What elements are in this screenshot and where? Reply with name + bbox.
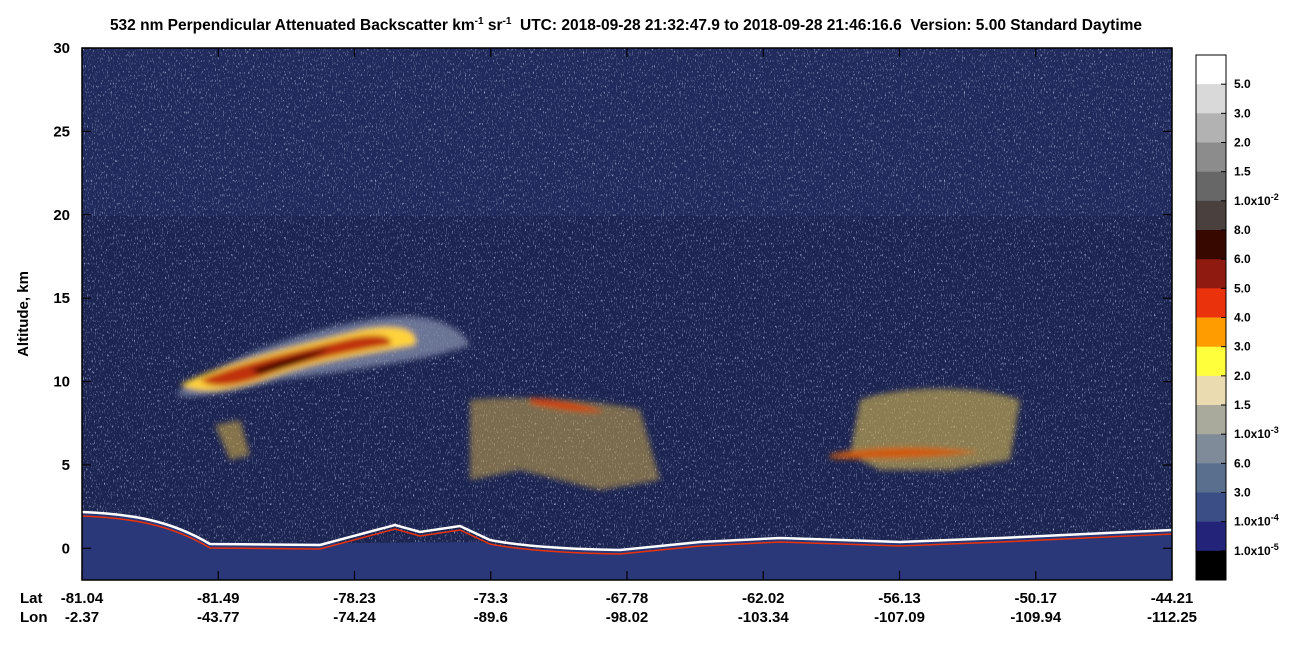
colorbar-label-base: 1.0x10 <box>1234 515 1271 529</box>
colorbar-segment <box>1196 288 1226 318</box>
x-tick-label: -81.04 <box>61 590 104 607</box>
y-tick-label: 15 <box>53 290 70 307</box>
x-row-name: Lon <box>20 609 48 626</box>
axes: 0 5 10 15 20 25 30 Altitude, km Lat -81.04 -81.49 -… <box>15 40 1279 626</box>
x-tick-label: -112.25 <box>1147 609 1197 626</box>
colorbar-label-exponent: -2 <box>1271 192 1279 202</box>
x-tick-label: -107.09 <box>874 609 925 626</box>
colorbar-label: 3.0 <box>1234 486 1251 500</box>
y-tick-label: 20 <box>53 207 70 224</box>
x-tick-label: -2.37 <box>65 609 99 626</box>
backscatter-image <box>82 48 1172 580</box>
y-tick-label: 30 <box>53 40 70 57</box>
colorbar-label-base: 1.0x10 <box>1234 544 1271 558</box>
x-tick-label: -74.24 <box>333 609 376 626</box>
colorbar-label-base: 1.0x10 <box>1234 194 1271 208</box>
colorbar-segment <box>1196 346 1226 377</box>
colorbar-segment <box>1196 521 1226 552</box>
title-part: sr <box>484 17 503 34</box>
colorbar-segment <box>1196 84 1226 114</box>
cloud-shapes <box>175 316 1020 490</box>
x-tick-label: -56.13 <box>878 590 921 607</box>
colorbar-label: 5.0 <box>1234 77 1251 91</box>
colorbar-label-exponent: -3 <box>1271 425 1279 435</box>
colorbar-label: 1.0x10-3 <box>1234 425 1279 441</box>
x-tick-label: -50.17 <box>1014 590 1057 607</box>
colorbar-segment <box>1196 317 1226 348</box>
colorbar-segment <box>1196 492 1226 523</box>
title-superscript: -1 <box>503 16 512 27</box>
colorbar-label: 1.0x10-5 <box>1234 542 1279 558</box>
y-axis-label: Altitude, km <box>15 271 32 357</box>
surface-line <box>82 510 1172 552</box>
title-superscript: -1 <box>475 16 484 27</box>
colorbar-segment <box>1196 375 1226 406</box>
x-tick-label: -73.3 <box>474 590 508 607</box>
colorbar-label: 3.0 <box>1234 106 1251 120</box>
colorbar-segment <box>1196 463 1226 493</box>
colorbar-label: 8.0 <box>1234 223 1251 237</box>
colorbar-segment <box>1196 55 1226 85</box>
y-tick-label: 10 <box>53 374 70 391</box>
colorbar-label: 3.0 <box>1234 340 1251 354</box>
colorbar-label: 2.0 <box>1234 136 1251 150</box>
colorbar-label: 5.0 <box>1234 281 1251 295</box>
colorbar-label: 6.0 <box>1234 456 1251 470</box>
colorbar-segment <box>1196 171 1226 202</box>
colorbar-segment <box>1196 259 1226 289</box>
colorbar-label-base: 1.0x10 <box>1234 427 1271 441</box>
colorbar-label: 1.0x10-4 <box>1234 513 1279 529</box>
colorbar-segment <box>1196 142 1226 173</box>
colorbar-segment <box>1196 230 1226 260</box>
colorbar-label-exponent: -5 <box>1271 542 1279 552</box>
colorbar-segment <box>1196 550 1226 581</box>
colorbar-label: 1.0x10-2 <box>1234 192 1279 208</box>
colorbar-label: 1.5 <box>1234 398 1251 412</box>
colorbar-label: 2.0 <box>1234 369 1251 383</box>
x-tick-label: -62.02 <box>742 590 785 607</box>
title-part: 532 nm Perpendicular Attenuated Backscat… <box>110 17 475 34</box>
x-tick-label: -89.6 <box>474 609 508 626</box>
colorbar-label: 6.0 <box>1234 252 1251 266</box>
ground <box>82 512 1172 580</box>
colorbar-segment <box>1196 113 1226 143</box>
colorbar-label-exponent: -4 <box>1271 513 1279 523</box>
x-tick-label: -81.49 <box>197 590 240 607</box>
colorbar-segment <box>1196 434 1226 464</box>
chart-title: 532 nm Perpendicular Attenuated Backscat… <box>110 16 1142 34</box>
y-tick-label: 5 <box>62 457 70 474</box>
colorbar-segment <box>1196 200 1226 231</box>
image-noise <box>82 48 1172 580</box>
x-tick-label: -98.02 <box>606 609 649 626</box>
x-tick-label: -67.78 <box>606 590 649 607</box>
colorbar-label: 1.5 <box>1234 165 1251 179</box>
surface-line-lower <box>82 515 1172 555</box>
x-tick-label: -78.23 <box>333 590 376 607</box>
x-row-name: Lat <box>20 590 43 607</box>
colorbar-segment <box>1196 405 1226 435</box>
y-tick-label: 25 <box>53 123 70 140</box>
title-part: UTC: 2018-09-28 21:32:47.9 to 2018-09-28… <box>511 17 1142 34</box>
x-tick-label: -103.34 <box>738 609 790 626</box>
x-tick-label: -109.94 <box>1010 609 1062 626</box>
x-tick-label: -43.77 <box>197 609 240 626</box>
y-tick-label: 0 <box>62 540 70 557</box>
colorbar-label: 4.0 <box>1234 311 1251 325</box>
x-tick-label: -44.21 <box>1151 590 1194 607</box>
